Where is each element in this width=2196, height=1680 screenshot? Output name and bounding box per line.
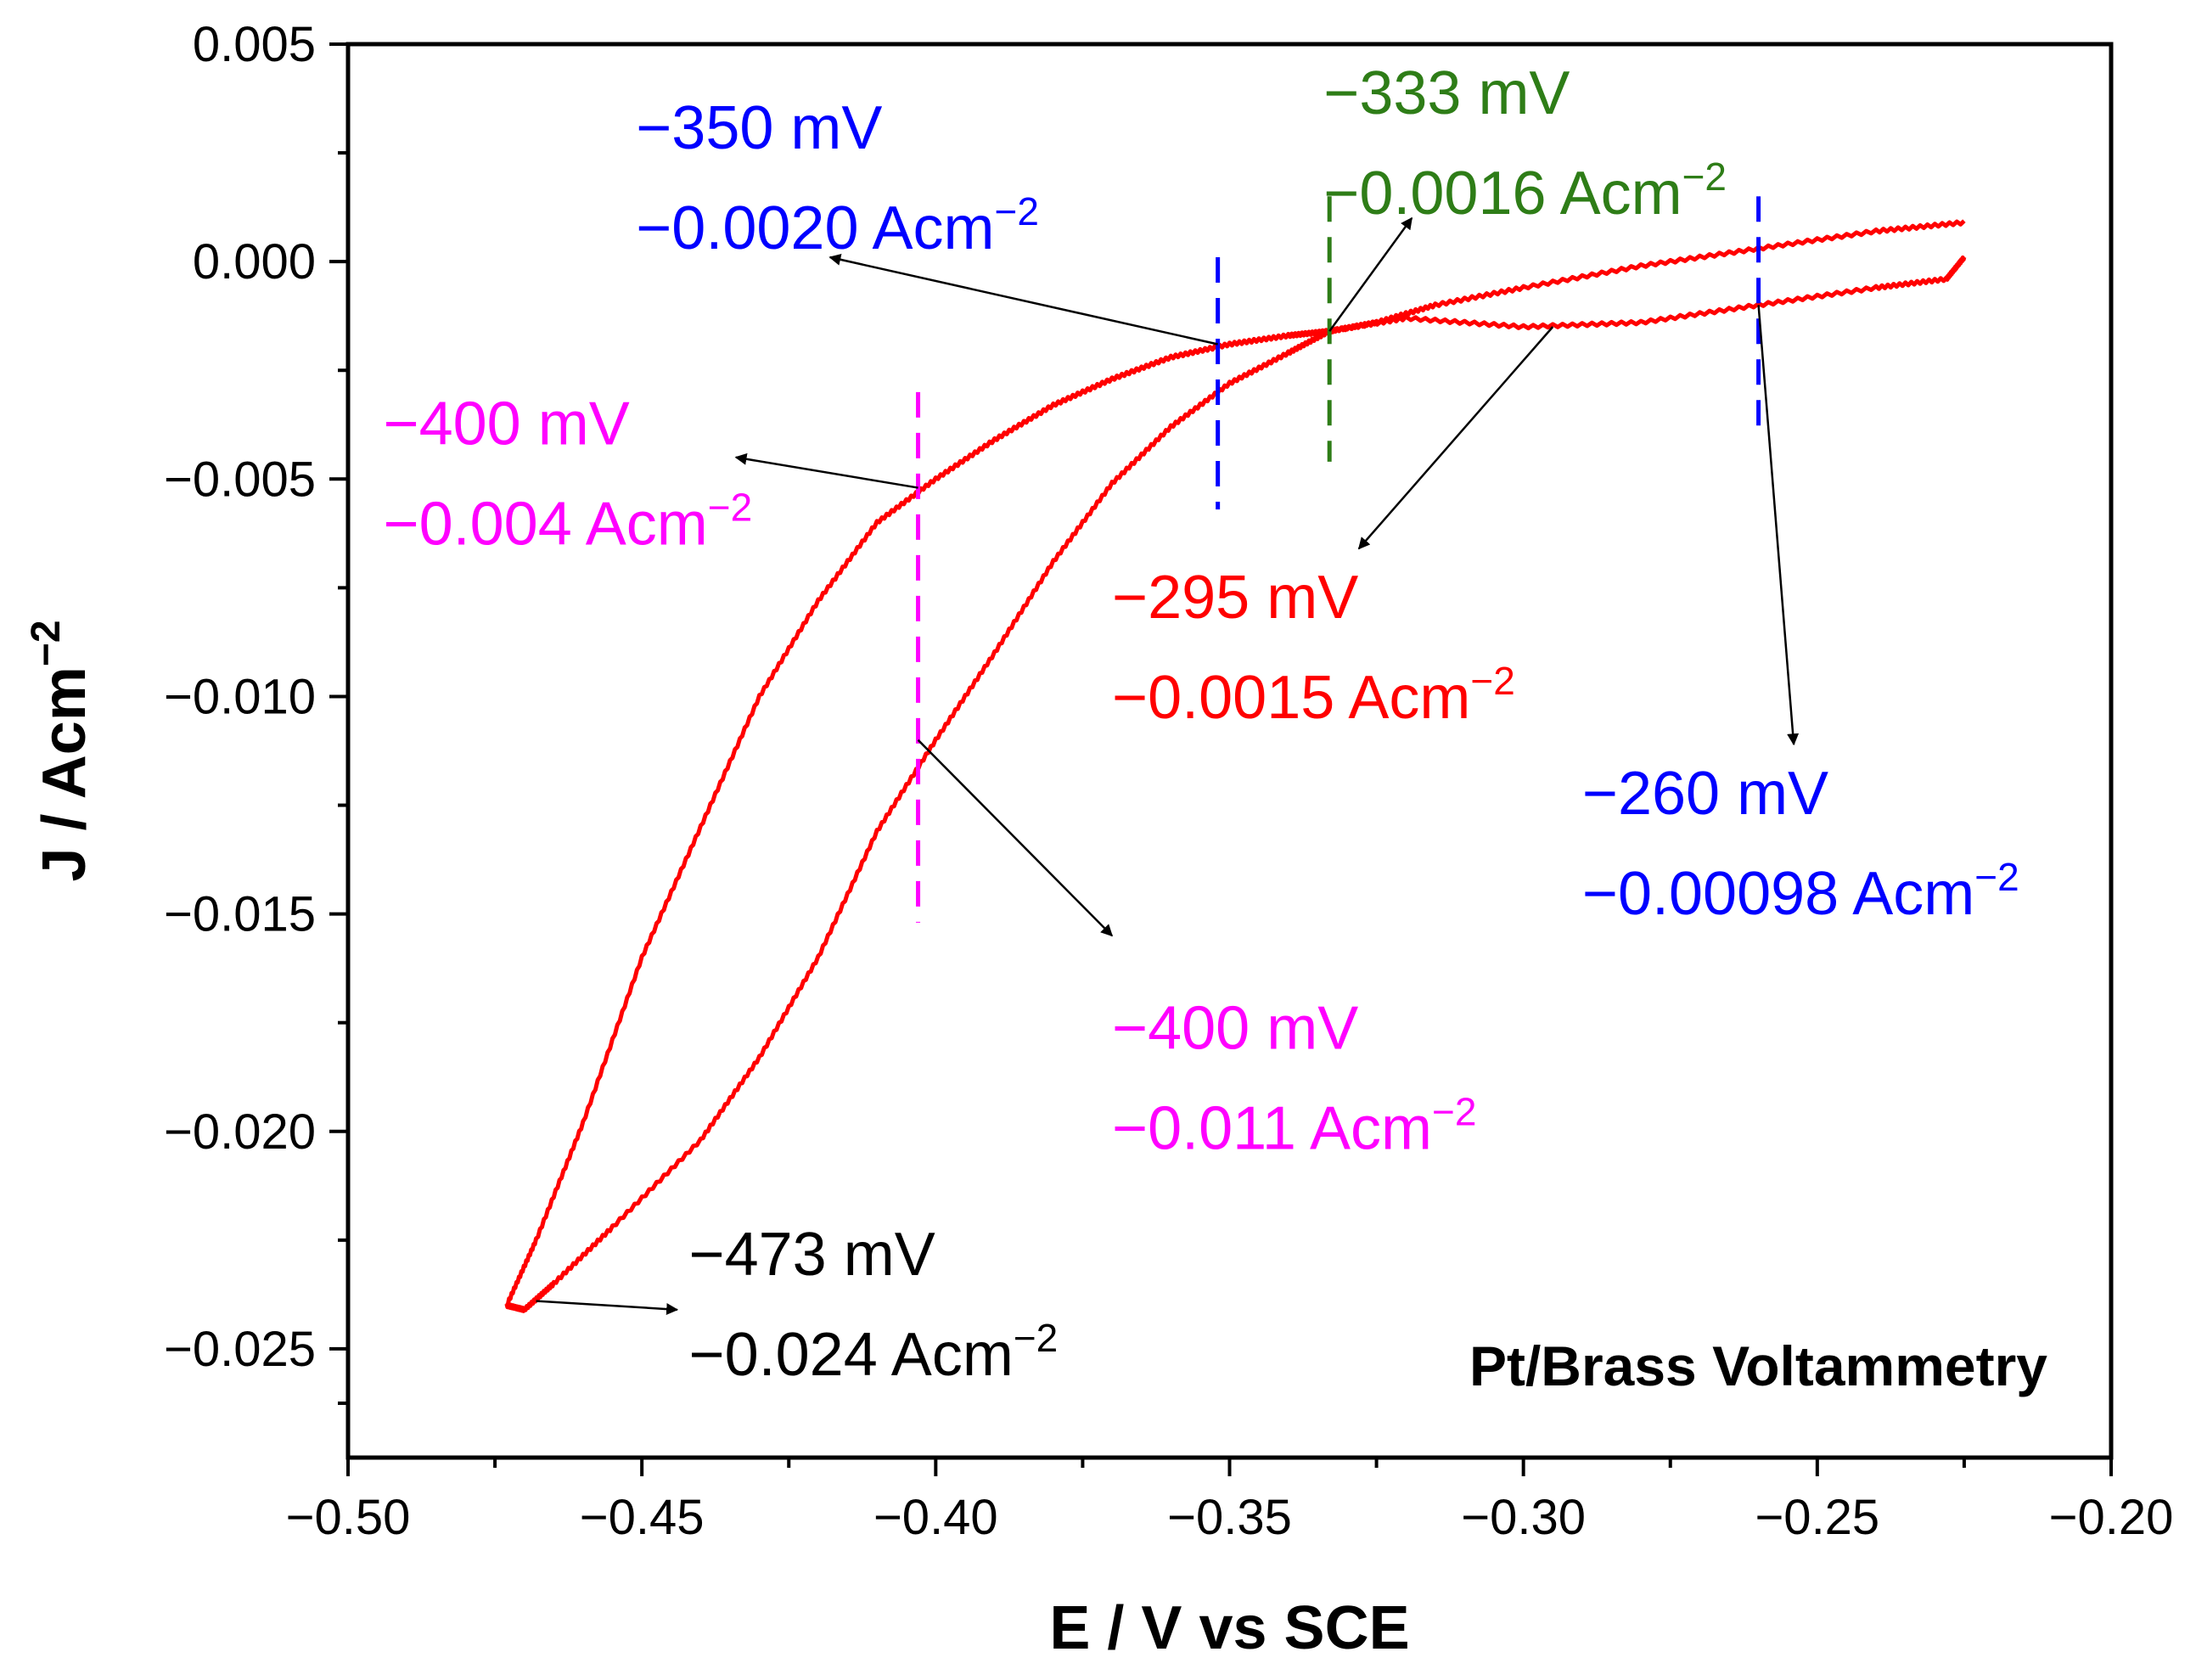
x-tick-label: −0.45 bbox=[580, 1490, 705, 1545]
annotation-current-value: −0.004 Acm bbox=[384, 490, 708, 558]
annotation-unit-superscript: −2 bbox=[995, 189, 1039, 233]
annotation-current-density: −0.0016 Acm−2 bbox=[1323, 155, 1727, 228]
marker-lines-layer bbox=[916, 196, 1761, 923]
annotation-potential: −260 mV bbox=[1582, 760, 1828, 828]
annotation-potential: −400 mV bbox=[384, 390, 630, 458]
annotation-unit-superscript: −2 bbox=[1974, 855, 2019, 899]
annotation-potential: −473 mV bbox=[689, 1221, 935, 1289]
chart-title: Pt/Brass Voltammetry bbox=[1469, 1334, 2047, 1397]
annotation-unit-superscript: −2 bbox=[1682, 155, 1727, 199]
x-tick-label: −0.25 bbox=[1755, 1490, 1879, 1545]
annotation-potential: −400 mV bbox=[1112, 994, 1358, 1062]
annotation-unit-superscript: −2 bbox=[1470, 659, 1514, 703]
annotation-current-density: −0.00098 Acm−2 bbox=[1582, 855, 2019, 928]
annotation-current-density: −0.024 Acm−2 bbox=[689, 1316, 1059, 1389]
y-tick-label: 0.000 bbox=[193, 234, 316, 289]
annotation-arrow bbox=[734, 452, 918, 489]
y-tick-label: 0.005 bbox=[193, 17, 316, 72]
annotation-potential: −350 mV bbox=[636, 94, 882, 162]
y-axis-title-main: J / Acm bbox=[31, 666, 98, 881]
annotation-current-value: −0.00098 Acm bbox=[1582, 860, 1974, 928]
annotation-arrow bbox=[536, 1300, 679, 1316]
y-tick-label: −0.010 bbox=[164, 669, 316, 724]
reverse-scan-curve bbox=[504, 255, 1967, 1313]
x-tick-label: −0.30 bbox=[1461, 1490, 1586, 1545]
y-axis-title-superscript: −2 bbox=[24, 620, 69, 666]
annotation-arrows-layer bbox=[536, 216, 1800, 1316]
x-axis-title: E / V vs SCE bbox=[1049, 1594, 1409, 1662]
y-tick-label: −0.015 bbox=[164, 887, 316, 942]
annotation-current-density: −0.0020 Acm−2 bbox=[636, 189, 1039, 262]
annotation-current-value: −0.011 Acm bbox=[1112, 1094, 1432, 1162]
annotation-potential: −333 mV bbox=[1323, 59, 1570, 127]
x-tick-label: −0.50 bbox=[286, 1490, 411, 1545]
annotation-current-value: −0.0016 Acm bbox=[1323, 160, 1682, 228]
annotation-arrow bbox=[1357, 326, 1554, 550]
y-tick-label: −0.005 bbox=[164, 452, 316, 507]
y-tick-label: −0.020 bbox=[164, 1104, 316, 1160]
y-axis: 0.005 0.000 −0.005 −0.010 −0.015 −0.020 −0.025 bbox=[164, 17, 348, 1405]
annotation-current-value: −0.0015 Acm bbox=[1112, 664, 1470, 732]
x-tick-label: −0.40 bbox=[873, 1490, 998, 1545]
x-tick-label: −0.20 bbox=[2049, 1490, 2174, 1545]
x-axis: −0.50 −0.45 −0.40 −0.35 −0.30 −0.25 −0.20 bbox=[286, 1458, 2174, 1545]
annotation-current-value: −0.0020 Acm bbox=[636, 194, 994, 262]
annotations-layer: −350 mV−0.0020 Acm−2−333 mV−0.0016 Acm−2… bbox=[384, 59, 2019, 1389]
annotation-unit-superscript: −2 bbox=[708, 485, 752, 529]
y-axis-title: J / Acm−2 bbox=[24, 620, 98, 881]
annotation-arrow bbox=[1328, 216, 1413, 332]
annotation-arrow bbox=[1757, 305, 1800, 746]
annotation-current-density: −0.0015 Acm−2 bbox=[1112, 659, 1515, 732]
x-tick-label: −0.35 bbox=[1167, 1490, 1292, 1545]
y-tick-label: −0.025 bbox=[164, 1322, 316, 1377]
annotation-current-density: −0.004 Acm−2 bbox=[384, 485, 753, 558]
annotation-current-density: −0.011 Acm−2 bbox=[1112, 1089, 1476, 1162]
annotation-unit-superscript: −2 bbox=[1014, 1316, 1058, 1360]
annotation-arrow bbox=[828, 253, 1218, 346]
curves-layer bbox=[504, 219, 1967, 1313]
forward-scan-curve bbox=[505, 219, 1966, 1307]
annotation-arrow bbox=[917, 739, 1114, 937]
annotation-current-value: −0.024 Acm bbox=[689, 1321, 1014, 1389]
annotation-potential: −295 mV bbox=[1112, 564, 1358, 632]
annotation-unit-superscript: −2 bbox=[1432, 1089, 1476, 1133]
